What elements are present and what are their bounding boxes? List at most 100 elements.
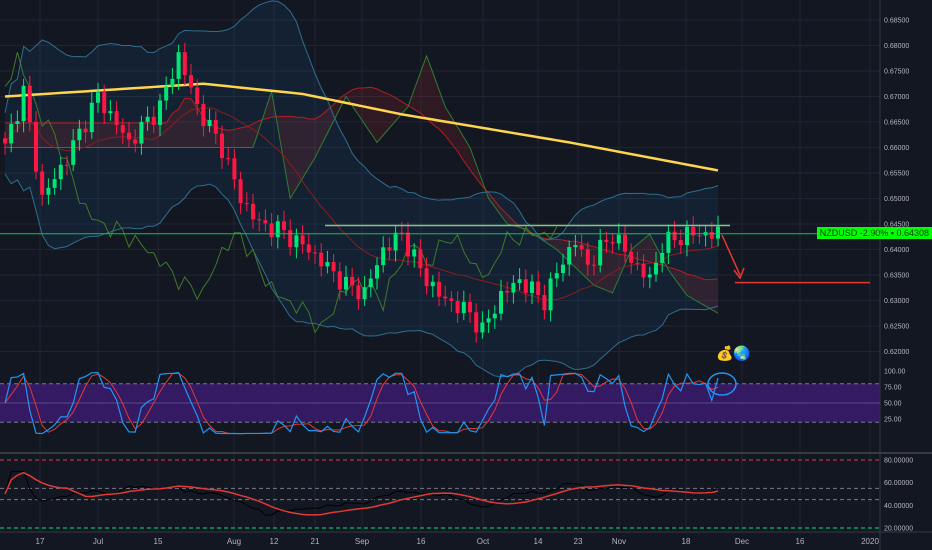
- price-tick-label: 0.64500: [884, 222, 909, 229]
- candle-body: [356, 285, 361, 300]
- time-tick-label: Dec: [735, 537, 749, 546]
- candle-body: [189, 75, 193, 88]
- candle-body: [406, 232, 410, 257]
- candle-body: [523, 279, 528, 293]
- candle-body: [362, 287, 367, 300]
- candle-body: [660, 252, 665, 263]
- candle-body: [145, 116, 150, 122]
- candle-body: [282, 221, 286, 231]
- candle-body: [89, 102, 94, 133]
- candle-body: [685, 226, 689, 246]
- candle-body: [46, 187, 51, 195]
- candle-body: [232, 158, 237, 180]
- candle-body: [716, 226, 720, 239]
- candle-body: [325, 262, 330, 267]
- candle-body: [182, 52, 187, 76]
- candle-body: [213, 119, 218, 134]
- candle-body: [108, 111, 113, 114]
- candle-body: [443, 296, 448, 299]
- candle-body: [424, 268, 429, 287]
- highlight-circle: [707, 372, 737, 396]
- stoch-k-line: [4, 372, 719, 435]
- price-tick-label: 0.62000: [884, 349, 909, 356]
- bollinger-upper: [4, 0, 719, 241]
- price-tick-label: 0.65000: [884, 196, 909, 203]
- time-tick-label: 18: [682, 537, 691, 546]
- candle-body: [647, 274, 652, 278]
- candle-body: [251, 203, 255, 220]
- time-tick-label: Aug: [227, 537, 241, 546]
- rsi-tick-label: 20.00000: [884, 526, 913, 533]
- price-label: NZDUSD -2.90% ▪ 0.64308: [816, 227, 932, 239]
- senkou-b-line: [5, 54, 719, 314]
- coins-emoji-icon: 💰🌏: [716, 345, 751, 362]
- candle-body: [77, 128, 82, 141]
- candle-body: [176, 52, 181, 79]
- candle-body: [151, 116, 156, 125]
- candle-body: [709, 232, 714, 239]
- candle-body: [21, 85, 26, 122]
- candle-body: [678, 240, 683, 246]
- candle-body: [635, 262, 640, 264]
- candle-body: [387, 247, 392, 251]
- stoch-tick-label: 25.00: [884, 417, 902, 424]
- candle-body: [654, 262, 658, 275]
- candle-body: [27, 85, 32, 122]
- candle-body: [269, 223, 274, 238]
- candle-body: [158, 100, 162, 125]
- candle-body: [573, 245, 578, 248]
- candle-body: [399, 232, 404, 234]
- stoch-tick-label: 50.00: [884, 401, 902, 408]
- candle-body: [350, 276, 355, 286]
- candle-body: [220, 133, 224, 159]
- candle-body: [579, 245, 584, 250]
- time-tick-label: 2020: [861, 537, 879, 546]
- price-tick-label: 0.68000: [884, 43, 909, 50]
- time-tick-label: Jul: [93, 537, 103, 546]
- candle-body: [610, 242, 615, 244]
- candle-body: [536, 281, 541, 296]
- rsi-line: [4, 470, 719, 516]
- candle-body: [592, 264, 596, 266]
- candle-body: [542, 295, 547, 311]
- rsi-tick-label: 40.00000: [884, 503, 913, 510]
- candle-body: [52, 179, 57, 188]
- price-tick-label: 0.64000: [884, 247, 909, 254]
- time-tick-label: 14: [534, 537, 543, 546]
- candle-body: [474, 312, 479, 333]
- candle-body: [300, 235, 305, 245]
- candle-body: [313, 252, 317, 254]
- candle-body: [207, 119, 212, 127]
- candle-body: [170, 78, 175, 87]
- candle-body: [244, 203, 249, 205]
- candle-body: [548, 278, 553, 311]
- candle-body: [585, 249, 590, 265]
- candle-body: [629, 251, 634, 263]
- candle-body: [616, 234, 621, 244]
- price-tick-label: 0.67500: [884, 69, 909, 76]
- candle-body: [480, 322, 485, 333]
- candle-body: [368, 278, 373, 288]
- time-tick-label: 17: [36, 537, 45, 546]
- candle-body: [257, 219, 262, 221]
- candle-body: [195, 87, 200, 104]
- candle-body: [83, 128, 88, 133]
- candle-body: [393, 232, 398, 251]
- time-tick-label: 16: [796, 537, 805, 546]
- candle-body: [294, 235, 299, 248]
- candle-body: [96, 92, 100, 103]
- candle-body: [139, 121, 144, 144]
- price-tick-label: 0.67000: [884, 94, 909, 101]
- candle-body: [65, 164, 69, 166]
- rsi-signal-line: [4, 471, 719, 516]
- stoch-tick-label: 75.00: [884, 385, 902, 392]
- candle-body: [666, 231, 671, 253]
- bollinger-lower: [4, 173, 719, 378]
- price-tick-label: 0.68500: [884, 18, 909, 25]
- price-tick-label: 0.66000: [884, 145, 909, 152]
- ma200-line: [4, 82, 719, 172]
- bollinger-basis: [4, 107, 719, 301]
- candle-body: [275, 221, 280, 238]
- price-tick-label: 0.63500: [884, 273, 909, 280]
